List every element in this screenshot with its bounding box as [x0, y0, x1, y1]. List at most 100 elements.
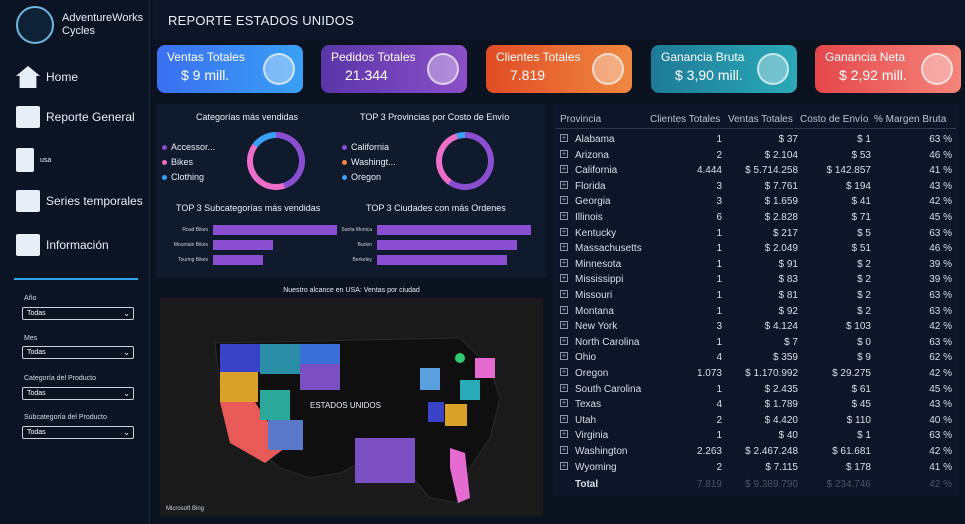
expand-icon[interactable]: + [560, 351, 568, 361]
table-row[interactable]: + Utah 2 $ 4.420 $ 110 40 % [560, 413, 956, 430]
expand-icon[interactable]: + [560, 367, 568, 376]
expand-icon[interactable]: + [560, 226, 568, 236]
nav-home[interactable]: Home [16, 66, 78, 88]
table-row[interactable]: + Wyoming 2 $ 7.115 $ 178 41 % [560, 460, 956, 477]
state-arizona[interactable] [268, 420, 303, 450]
expand-icon[interactable]: + [560, 413, 568, 423]
table-row[interactable]: + Alabama 1 $ 37 $ 1 63 % [560, 134, 956, 149]
total-cell: 7.819 [696, 479, 722, 491]
legend-oregon: Oregon [342, 172, 381, 182]
table-row[interactable]: + Florida 3 $ 7.761 $ 194 43 % [560, 179, 956, 196]
expand-icon[interactable]: + [560, 179, 568, 189]
table-cell: $ 41 [851, 196, 871, 208]
filter-categoria-select[interactable]: Todas ⌄ [22, 387, 134, 400]
expand-icon[interactable]: + [560, 133, 568, 142]
expand-icon[interactable]: + [560, 195, 568, 205]
legend-label: Clothing [171, 172, 205, 182]
table-row[interactable]: + Massachusetts 1 $ 2.049 $ 51 46 % [560, 243, 956, 258]
table-cell: 1 [716, 243, 722, 255]
filter-mes-select[interactable]: Todas ⌄ [22, 346, 134, 359]
table-cell: $ 0 [857, 336, 871, 348]
expand-icon[interactable]: + [560, 429, 568, 439]
table-cell: $ 2.049 [764, 243, 798, 255]
table-row[interactable]: + Texas 4 $ 1.789 $ 45 43 % [560, 399, 956, 414]
state-washington[interactable] [220, 344, 260, 372]
filter-subcategoria-select[interactable]: Todas ⌄ [22, 426, 134, 439]
state-new-york[interactable] [475, 358, 495, 378]
table-cell: 62 % [929, 352, 952, 364]
state-montana[interactable] [260, 344, 300, 374]
nav-informacion[interactable]: Información [16, 234, 109, 256]
expand-icon[interactable]: + [560, 382, 568, 392]
total-cell: $ 9.389.790 [745, 479, 798, 491]
nav-usa[interactable]: usa [16, 148, 51, 172]
filter-subcategoria-value: Todas [27, 429, 46, 436]
expand-icon[interactable]: + [560, 148, 568, 158]
expand-icon[interactable]: + [560, 164, 568, 174]
table-cell: Arizona [575, 149, 609, 161]
nav-series-temporales[interactable]: Series temporales [16, 190, 143, 212]
expand-icon[interactable]: + [560, 320, 568, 330]
info-icon [16, 234, 40, 256]
table-cell: $ 51 [851, 243, 871, 255]
table-row[interactable]: + South Carolina 1 $ 2.435 $ 61 45 % [560, 382, 956, 399]
th-ventas[interactable]: Ventas Totales [728, 114, 793, 125]
legend-dot [342, 144, 347, 150]
th-costo-envio[interactable]: Costo de Envío [800, 114, 869, 125]
filter-ano-select[interactable]: Todas ⌄ [22, 307, 134, 320]
table-row[interactable]: + Illinois 6 $ 2.828 $ 71 45 % [560, 212, 956, 227]
chevron-down-icon: ⌄ [123, 348, 130, 357]
state-virginia[interactable] [460, 380, 480, 400]
expand-icon[interactable]: + [560, 304, 568, 314]
chevron-down-icon: ⌄ [123, 389, 130, 398]
table-cell: $ 5.714.258 [745, 165, 798, 177]
table-row[interactable]: + North Carolina 1 $ 7 $ 0 63 % [560, 335, 956, 352]
expand-icon[interactable]: + [560, 273, 568, 283]
state-utah[interactable] [260, 390, 290, 420]
table-row[interactable]: + Montana 1 $ 92 $ 2 63 % [560, 304, 956, 321]
expand-icon[interactable]: + [560, 335, 568, 345]
expand-icon[interactable]: + [560, 460, 568, 470]
table-cell: $ 9 [857, 352, 871, 364]
table-row[interactable]: + Oregon 1.073 $ 1.170.992 $ 29.275 42 % [560, 368, 956, 383]
table-row[interactable]: + Georgia 3 $ 1.659 $ 41 42 % [560, 196, 956, 211]
table-row[interactable]: + Virginia 1 $ 40 $ 1 63 % [560, 430, 956, 445]
state-oregon[interactable] [220, 372, 258, 402]
table-cell: 63 % [929, 305, 952, 317]
th-provincia[interactable]: Provincia [560, 114, 602, 125]
expand-icon[interactable]: + [560, 242, 568, 252]
th-margen[interactable]: % Margen Bruta [874, 114, 947, 125]
nav-reporte-general[interactable]: Reporte General [16, 106, 135, 128]
state-illinois[interactable] [420, 368, 440, 390]
table-row[interactable]: + New York 3 $ 4.124 $ 103 42 % [560, 321, 956, 336]
subcategorias-title: TOP 3 Subcategorías más vendidas [176, 203, 321, 213]
table-cell: 3 [716, 321, 722, 333]
table-row[interactable]: + California 4.444 $ 5.714.258 $ 142.857 41 % [560, 165, 956, 180]
expand-icon[interactable]: + [560, 257, 568, 267]
table-row[interactable]: + Ohio 4 $ 359 $ 9 62 % [560, 352, 956, 367]
state-florida[interactable] [450, 448, 470, 503]
provincias-donut [436, 132, 494, 190]
expand-icon[interactable]: + [560, 398, 568, 408]
expand-icon[interactable]: + [560, 445, 568, 454]
expand-icon[interactable]: + [560, 289, 568, 298]
table-row[interactable]: + Washington 2.263 $ 2.467.248 $ 61.681 42 % [560, 446, 956, 461]
ciudades-title: TOP 3 Ciudades con más Ordenes [366, 203, 506, 213]
state-wyoming[interactable] [300, 364, 340, 390]
table-row[interactable]: + Kentucky 1 $ 217 $ 5 63 % [560, 226, 956, 243]
table-row[interactable]: + Arizona 2 $ 2.104 $ 53 46 % [560, 148, 956, 165]
filter-ano-label: Año [24, 295, 37, 302]
usa-map[interactable]: ESTADOS UNIDOS Microsoft Bing [160, 298, 543, 516]
state-texas[interactable] [355, 438, 415, 483]
table-row[interactable]: + Mississippi 1 $ 83 $ 2 39 % [560, 274, 956, 289]
state-alabama[interactable] [428, 402, 444, 422]
table-row[interactable]: + Minnesota 1 $ 91 $ 2 39 % [560, 257, 956, 274]
state-georgia[interactable] [445, 404, 467, 426]
page-title: REPORTE ESTADOS UNIDOS [168, 13, 354, 28]
expand-icon[interactable]: + [560, 211, 568, 220]
th-clientes[interactable]: Clientes Totales [650, 114, 721, 125]
kpi-value: $ 2,92 mill. [839, 67, 907, 83]
table-cell: $ 194 [845, 180, 871, 192]
table-row[interactable]: + Missouri 1 $ 81 $ 2 63 % [560, 290, 956, 305]
nav-usa-label: usa [40, 156, 52, 164]
